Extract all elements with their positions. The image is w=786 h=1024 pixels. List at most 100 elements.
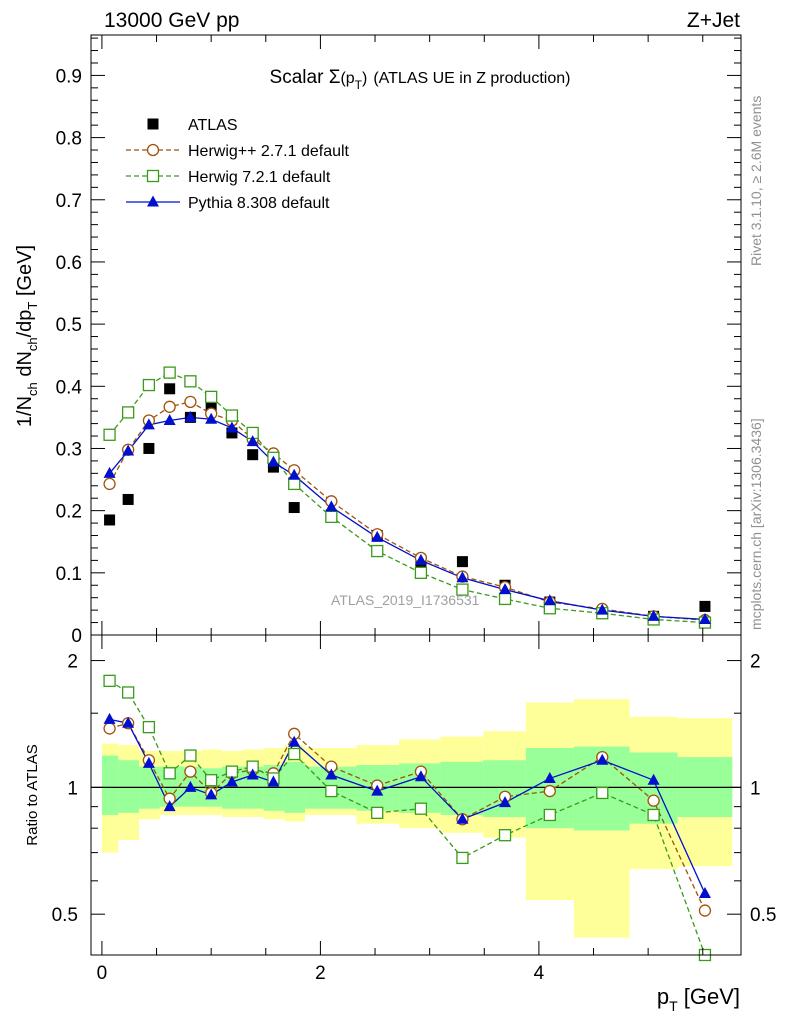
main-ytick-label: 0.2 [56, 502, 82, 523]
ratio-band-green [118, 760, 140, 813]
ylabel-c-sub: T [25, 302, 40, 310]
legend-marker-pythia [147, 195, 159, 207]
main-point-pythia [122, 444, 135, 456]
ratio-point-herwigpp [543, 784, 556, 798]
ratio-ytick-label-right: 0.5 [750, 905, 776, 926]
ratio-point-pythia [456, 812, 469, 824]
main-plot-marks [103, 366, 712, 629]
ratio-point-herwigpp [184, 765, 197, 778]
ratio-point-pythia [163, 800, 176, 812]
main-point-pythia [246, 435, 259, 447]
ratio-point-herwig7 [103, 674, 116, 688]
main-point-herwig7 [121, 406, 135, 419]
main-point-pythia [288, 468, 301, 480]
legend-label-pythia: Pythia 8.308 default [188, 195, 330, 212]
main-point-pythia [103, 466, 116, 478]
main-point-data [456, 556, 468, 568]
title-arg-close: ) [362, 70, 367, 87]
ratio-point-pythia [414, 770, 427, 782]
ratio-ytick-label: 1 [67, 778, 78, 799]
title-tail: (ATLAS UE in Z production) [373, 70, 570, 87]
main-point-pythia [456, 571, 469, 583]
main-point-data [699, 600, 711, 612]
ratio-point-herwig7 [456, 851, 469, 865]
main-line-herwigpp [109, 401, 705, 621]
xlabel-b: [GeV] [678, 984, 740, 1009]
ratio-point-herwig7 [498, 829, 512, 842]
main-point-pythia [596, 603, 609, 615]
ylabel-b: dN [14, 351, 36, 382]
main-point-pythia [142, 418, 155, 430]
main-point-pythia [163, 413, 176, 425]
main-panel: 0 0.1 0.2 0.3 0.4 0.5 0.6 0.7 0.8 0.9 ATLAS_2019_… [14, 34, 742, 647]
legend-label-herwig7: Herwig 7.2.1 default [188, 169, 331, 186]
ylabel-a-sub: ch [25, 382, 40, 396]
ratio-point-herwig7 [142, 720, 156, 734]
ratio-point-herwig7 [163, 767, 176, 780]
ratio-band-green [440, 761, 484, 815]
ratio-xtick-label: 2 [315, 963, 326, 984]
main-ylabel: 1/Nch dNch/dpT [GeV] [14, 245, 40, 427]
ratio-point-pythia [103, 712, 116, 724]
watermark: ATLAS_2019_I1736531 [331, 592, 480, 608]
ratio-point-herwigpp [698, 904, 712, 917]
title-lead: Scalar [270, 67, 329, 88]
main-point-herwig7 [456, 583, 469, 596]
main-point-herwig7 [498, 592, 512, 606]
ratio-point-herwig7 [325, 784, 338, 798]
ratio-point-pythia [596, 753, 609, 765]
ratio-point-herwigpp [647, 794, 660, 807]
main-point-herwig7 [205, 390, 218, 404]
main-point-herwig7 [103, 428, 116, 441]
xlabel-a: p [657, 984, 669, 1009]
main-point-pythia [543, 594, 556, 606]
main-ytick-label: 0.8 [56, 129, 82, 150]
main-ytick-label: 0 [71, 626, 82, 647]
legend-marker-herwigpp [146, 143, 160, 157]
ratio-point-herwig7 [225, 765, 239, 778]
ratio-band-green [483, 760, 526, 818]
main-point-pythia [499, 583, 512, 595]
main-point-data [247, 449, 259, 461]
main-ytick-label: 0.4 [56, 377, 83, 398]
ylabel-c: /dp [14, 310, 36, 338]
main-point-herwigpp [184, 395, 197, 408]
energy-label: 13000 GeV pp [104, 9, 239, 32]
process-label: Z+Jet [687, 9, 740, 32]
ratio-ytick-label: 2 [67, 652, 78, 673]
main-line-herwig7 [109, 371, 705, 624]
ratio-plot-marks [91, 674, 741, 962]
main-point-herwig7 [325, 510, 338, 524]
ratio-point-herwig7 [596, 786, 609, 800]
ratio-point-pythia [543, 771, 556, 783]
ratio-point-pythia [325, 768, 338, 780]
ratio-point-pythia [698, 886, 711, 898]
legend: ATLAS Herwig++ 2.7.1 default Herwig 7.2.1 … [126, 117, 350, 212]
ratio-axes: 0 2 4 0.5 0.5 1 1 2 2 [52, 635, 776, 984]
ratio-point-herwig7 [647, 808, 660, 822]
main-point-pythia [225, 421, 238, 433]
main-point-pythia [414, 553, 427, 565]
main-ytick-label: 0.7 [56, 191, 82, 212]
main-point-pythia [267, 455, 280, 467]
main-ytick-label: 0.1 [56, 564, 82, 585]
ylabel-a: 1/N [14, 396, 36, 427]
main-point-pythia [647, 609, 660, 621]
main-point-data [164, 383, 176, 395]
ratio-ytick-label: 0.5 [52, 905, 78, 926]
main-ytick-label: 0.6 [56, 253, 82, 274]
ratio-ylabel: Ratio to ATLAS [24, 744, 41, 845]
main-point-herwig7 [163, 366, 176, 379]
main-point-data [226, 427, 238, 439]
ratio-point-pythia [267, 775, 280, 787]
ratio-plot-frame [90, 634, 742, 956]
main-point-pythia [325, 500, 338, 512]
main-point-herwigpp [163, 400, 176, 413]
ratio-point-pythia [184, 780, 197, 792]
main-point-pythia [184, 410, 197, 422]
main-ytick-label: 0.9 [56, 66, 82, 87]
ratio-point-herwigpp [103, 722, 116, 735]
main-point-data [143, 442, 155, 454]
main-point-data [205, 401, 217, 413]
main-point-herwig7 [142, 378, 156, 392]
